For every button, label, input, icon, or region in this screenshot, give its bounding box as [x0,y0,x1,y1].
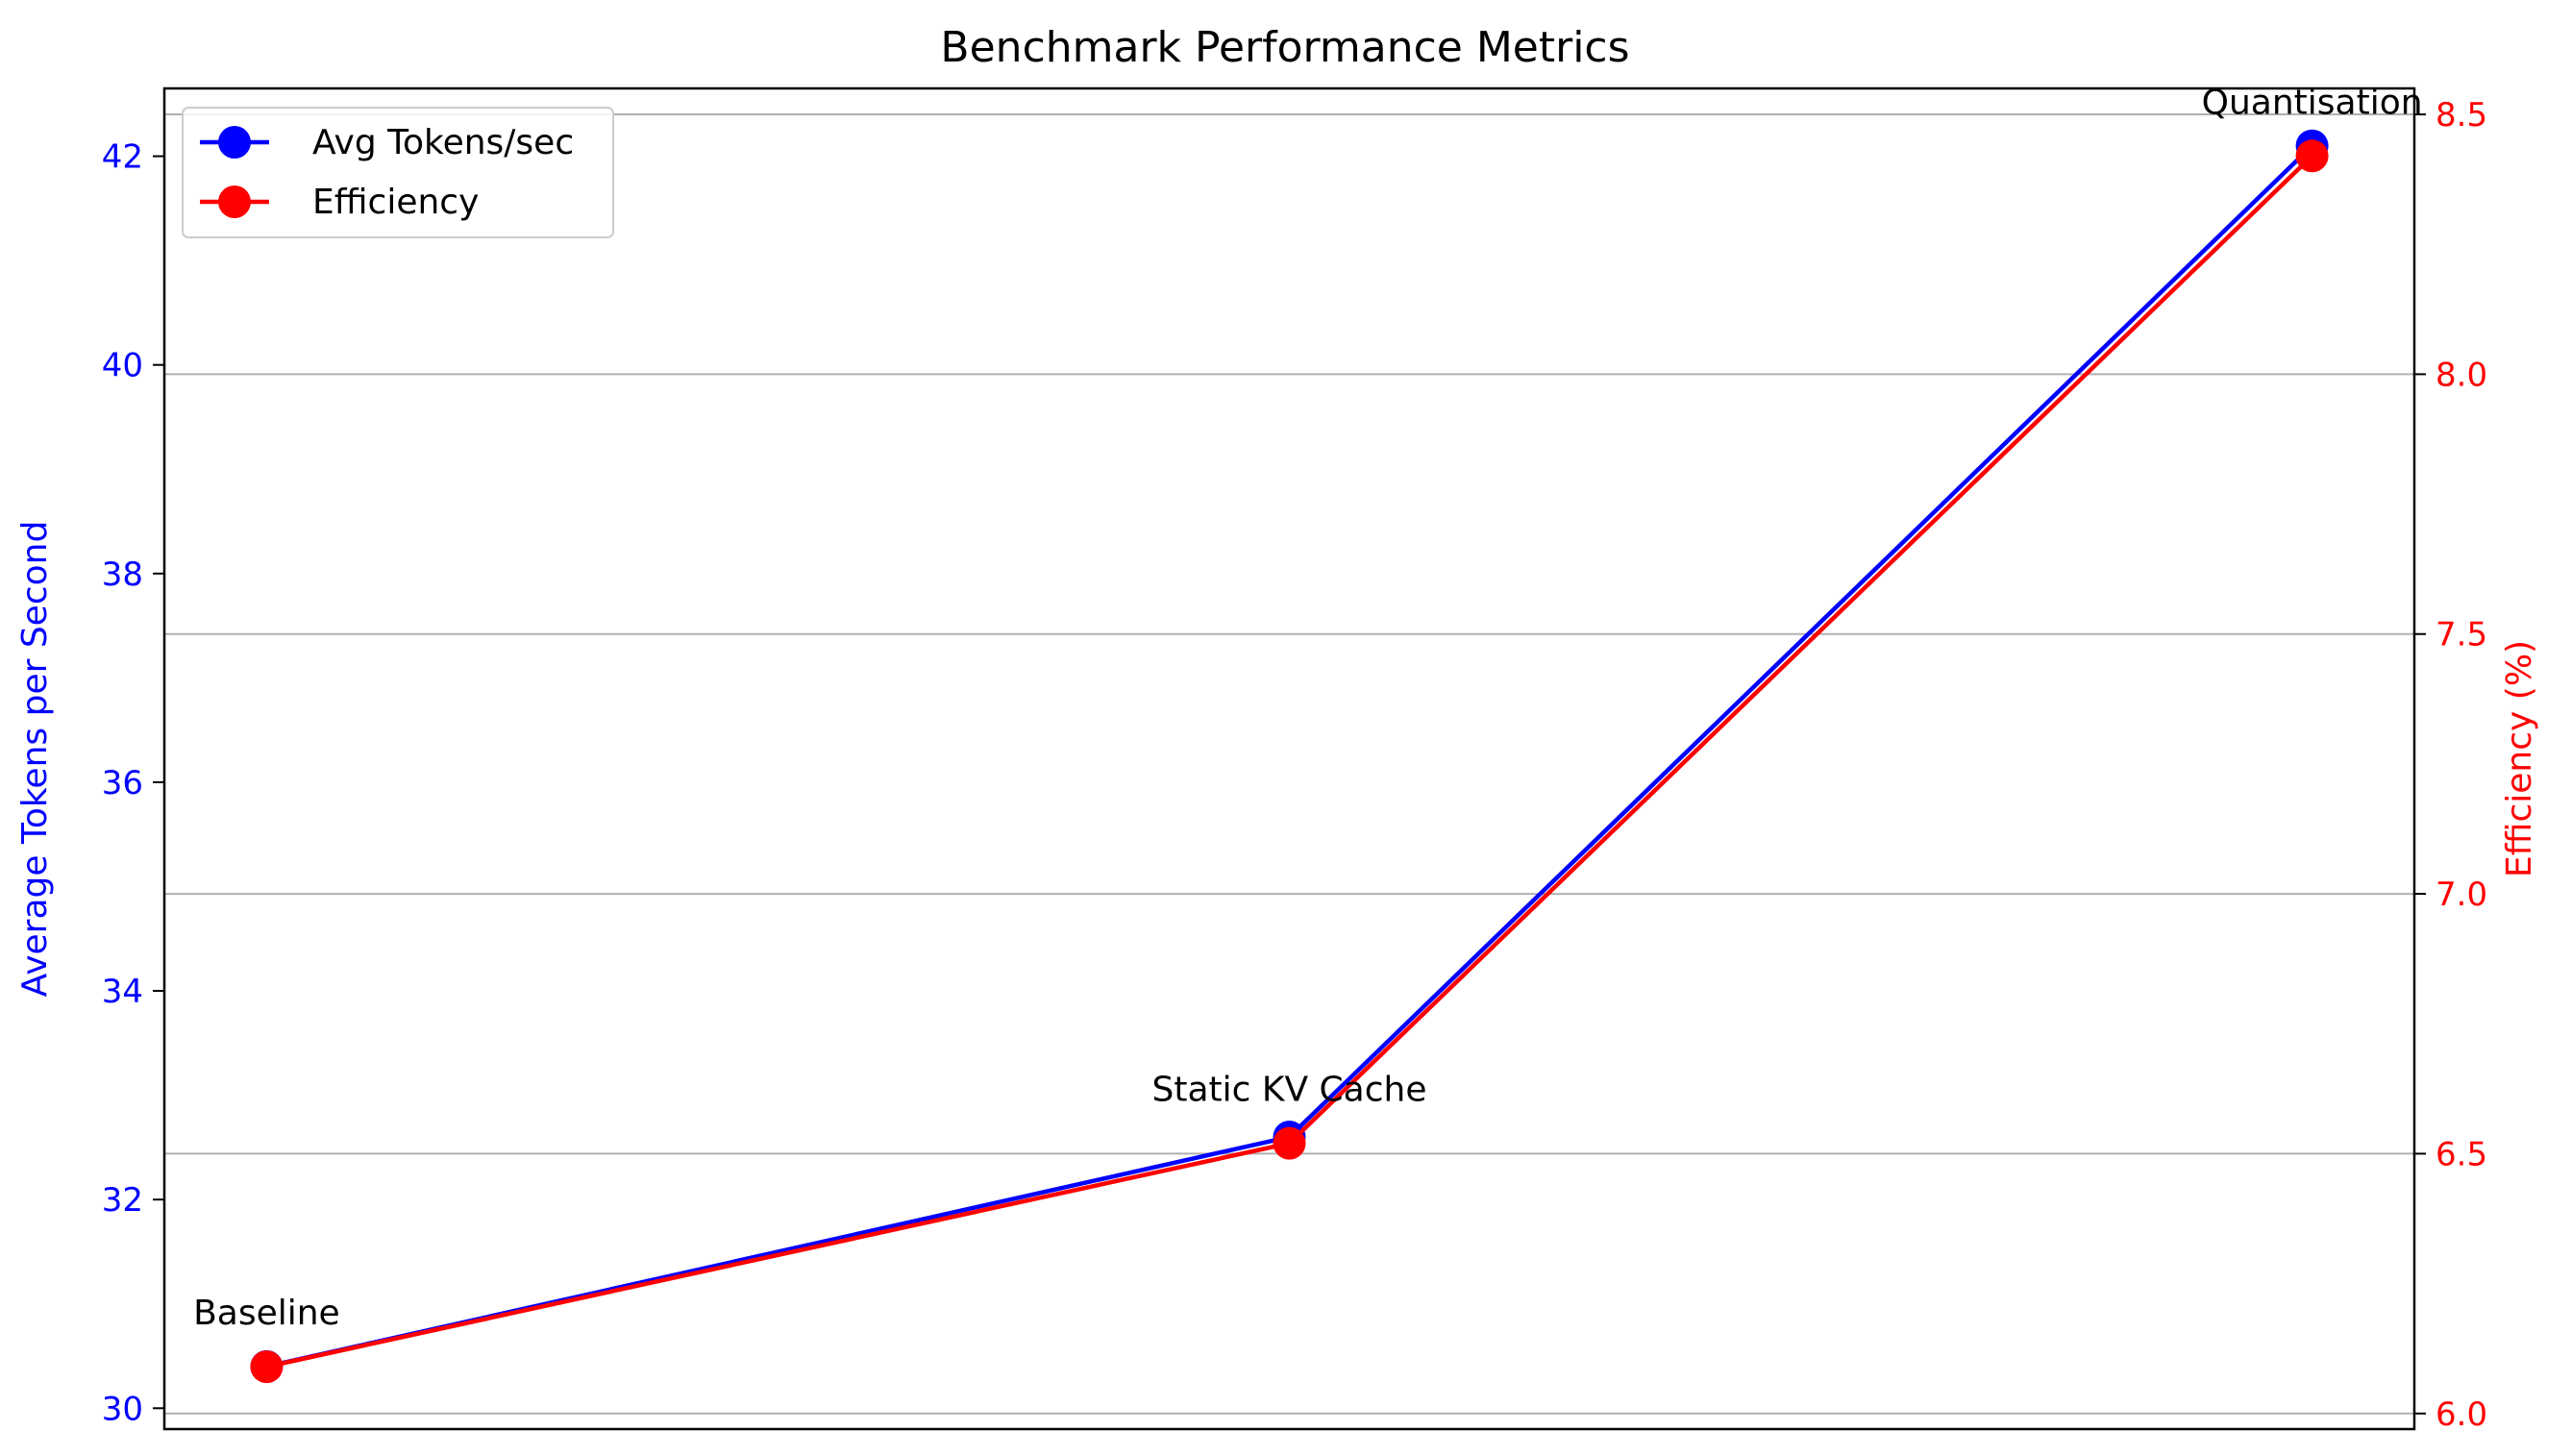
point-label: Static KV Cache [1151,1071,1426,1110]
left-tick-label: 42 [102,138,143,177]
right-tick-label: 6.0 [2435,1395,2487,1434]
left-tick-label: 36 [102,764,143,802]
right-tick-label: 7.5 [2435,616,2487,654]
legend: Avg Tokens/sec Efficiency [182,107,614,238]
right-tick-label: 8.5 [2435,96,2487,135]
left-tick-label: 30 [102,1390,143,1428]
series-lines [250,129,2329,1384]
legend-swatch-marker [218,126,251,159]
left-tick-label: 40 [102,347,143,385]
legend-box [182,107,614,238]
data-point-efficiency [1273,1126,1306,1160]
left-axis-label: Average Tokens per Second [15,521,55,998]
data-point-efficiency [2295,139,2329,173]
right-tick-label: 6.5 [2435,1135,2487,1173]
right-axis-label: Efficiency (%) [2500,640,2539,877]
chart-title: Benchmark Performance Metrics [940,23,1629,72]
legend-label: Efficiency [312,183,479,222]
legend-swatch-marker [218,185,251,218]
plot-frame [162,86,2416,1431]
left-tick-label: 34 [102,973,143,1011]
point-label: Baseline [193,1294,340,1333]
data-point-efficiency [250,1350,284,1384]
legend-label: Avg Tokens/sec [312,123,574,162]
right-y-axis: 6.0 6.5 7.0 7.5 8.0 8.5 Efficiency (%) [2414,96,2539,1434]
left-tick-label: 32 [102,1181,143,1220]
left-tick-label: 38 [102,555,143,594]
right-tick-label: 7.0 [2435,876,2487,914]
left-y-axis: 30 32 34 36 38 40 42 Average Tokens per Second [15,138,164,1428]
right-tick-label: 8.0 [2435,356,2487,394]
